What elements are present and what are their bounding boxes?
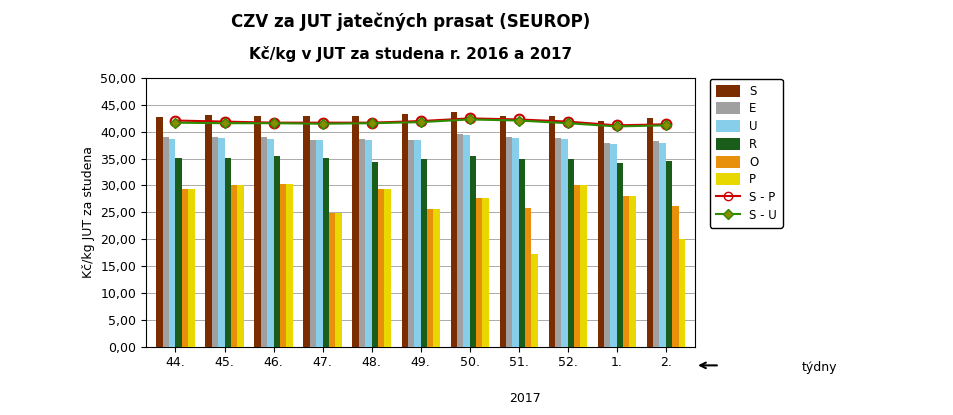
Bar	[231, 186, 237, 347]
Bar	[499, 116, 505, 347]
Text: CZV za JUT jatečných prasat (SEUROP): CZV za JUT jatečných prasat (SEUROP)	[231, 12, 589, 31]
Bar	[169, 139, 175, 347]
Bar	[401, 114, 408, 347]
Bar	[408, 140, 414, 347]
Bar	[463, 135, 469, 347]
Bar	[567, 159, 574, 347]
Bar	[610, 144, 616, 347]
Bar	[286, 184, 293, 347]
Bar	[672, 206, 678, 347]
Bar	[548, 116, 555, 347]
Bar	[574, 186, 579, 347]
Bar	[420, 159, 427, 347]
Bar	[427, 209, 433, 347]
Bar	[603, 142, 610, 347]
Bar	[482, 198, 488, 347]
Bar	[322, 158, 329, 347]
Bar	[279, 184, 286, 347]
Bar	[555, 138, 560, 347]
Bar	[469, 156, 476, 347]
Bar	[329, 213, 335, 347]
Bar	[254, 116, 260, 347]
Bar	[659, 142, 665, 347]
Bar	[518, 159, 524, 347]
Bar	[315, 140, 322, 347]
Bar	[352, 116, 358, 347]
Bar	[384, 189, 391, 347]
Bar	[629, 196, 636, 347]
Bar	[310, 140, 315, 347]
Bar	[653, 142, 659, 347]
Bar	[372, 162, 377, 347]
Bar	[175, 158, 182, 347]
Bar	[678, 239, 684, 347]
Bar	[450, 112, 456, 347]
Legend: S, E, U, R, O, P, S - P, S - U: S, E, U, R, O, P, S - P, S - U	[709, 78, 781, 228]
Bar	[665, 161, 672, 347]
Bar	[182, 189, 188, 347]
Bar	[414, 140, 420, 347]
Bar	[476, 198, 482, 347]
Bar	[560, 139, 567, 347]
Bar	[260, 137, 267, 347]
Text: týdny: týdny	[801, 361, 836, 374]
Bar	[156, 117, 163, 347]
Bar	[365, 140, 372, 347]
Bar	[267, 139, 274, 347]
Bar	[188, 189, 194, 347]
Bar	[524, 208, 531, 347]
Bar	[205, 115, 212, 347]
Bar	[303, 116, 310, 347]
Text: 2017: 2017	[508, 392, 540, 405]
Bar	[377, 189, 384, 347]
Bar	[531, 254, 537, 347]
Bar	[456, 134, 463, 347]
Bar	[505, 137, 512, 347]
Text: Kč/kg v JUT za studena r. 2016 a 2017: Kč/kg v JUT za studena r. 2016 a 2017	[249, 46, 571, 62]
Bar	[616, 164, 622, 347]
Bar	[335, 213, 341, 347]
Bar	[274, 156, 279, 347]
Bar	[512, 138, 518, 347]
Bar	[237, 186, 243, 347]
Bar	[358, 139, 365, 347]
Y-axis label: Kč/kg JUT za studena: Kč/kg JUT za studena	[82, 146, 94, 278]
Bar	[163, 137, 169, 347]
Bar	[597, 121, 603, 347]
Bar	[218, 138, 224, 347]
Bar	[579, 186, 586, 347]
Bar	[646, 118, 653, 347]
Bar	[224, 158, 231, 347]
Bar	[622, 196, 629, 347]
Bar	[212, 137, 218, 347]
Bar	[433, 209, 439, 347]
